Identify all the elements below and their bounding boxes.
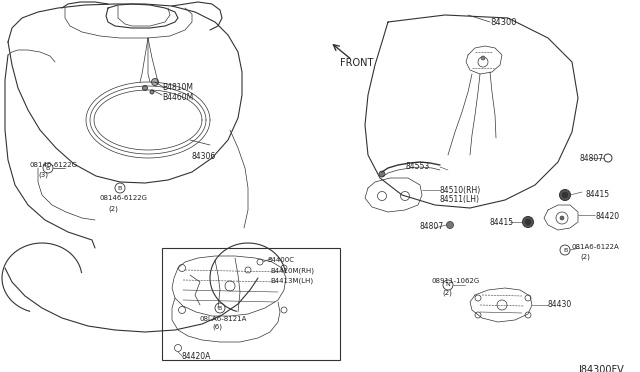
Text: N: N xyxy=(445,282,451,288)
Text: B: B xyxy=(218,305,222,311)
Text: B: B xyxy=(563,247,567,253)
Text: 84420: 84420 xyxy=(596,212,620,221)
Text: 84510(RH): 84510(RH) xyxy=(440,186,481,195)
Text: B: B xyxy=(46,166,50,170)
Text: 84807: 84807 xyxy=(420,222,444,231)
Text: J84300FV: J84300FV xyxy=(578,365,624,372)
Circle shape xyxy=(379,171,385,177)
Text: B4460M: B4460M xyxy=(162,93,193,102)
Text: 84400C: 84400C xyxy=(268,257,295,263)
Text: (3): (3) xyxy=(38,172,48,179)
Text: (2): (2) xyxy=(442,290,452,296)
Text: B4810M: B4810M xyxy=(162,83,193,92)
Circle shape xyxy=(152,78,159,86)
Circle shape xyxy=(525,219,531,225)
Bar xyxy=(162,248,340,360)
Text: 84306: 84306 xyxy=(192,152,216,161)
Text: 84511(LH): 84511(LH) xyxy=(440,195,480,204)
Text: 84430: 84430 xyxy=(548,300,572,309)
Text: 081A6-6122A: 081A6-6122A xyxy=(572,244,620,250)
Text: B4413M(LH): B4413M(LH) xyxy=(270,277,313,283)
Text: (6): (6) xyxy=(212,324,222,330)
Text: 84415: 84415 xyxy=(490,218,514,227)
Text: 08146-6122G: 08146-6122G xyxy=(30,162,78,168)
Text: 84415: 84415 xyxy=(585,190,609,199)
Circle shape xyxy=(562,192,568,198)
Circle shape xyxy=(447,221,454,228)
Text: 84420A: 84420A xyxy=(182,352,211,361)
Text: (2): (2) xyxy=(580,254,590,260)
Text: 84300: 84300 xyxy=(490,18,516,27)
Text: 08911-1062G: 08911-1062G xyxy=(432,278,480,284)
Text: 08146-6122G: 08146-6122G xyxy=(100,195,148,201)
Circle shape xyxy=(143,86,147,90)
Text: (2): (2) xyxy=(108,205,118,212)
Circle shape xyxy=(560,216,564,220)
Text: 08LA6-8121A: 08LA6-8121A xyxy=(200,316,248,322)
Circle shape xyxy=(522,217,534,228)
Circle shape xyxy=(481,56,485,60)
Text: 84807: 84807 xyxy=(580,154,604,163)
Circle shape xyxy=(559,189,570,201)
Circle shape xyxy=(150,90,154,94)
Text: B: B xyxy=(118,186,122,190)
Text: 84553: 84553 xyxy=(405,162,429,171)
Text: B4410M(RH): B4410M(RH) xyxy=(270,268,314,275)
Text: FRONT: FRONT xyxy=(340,58,373,68)
